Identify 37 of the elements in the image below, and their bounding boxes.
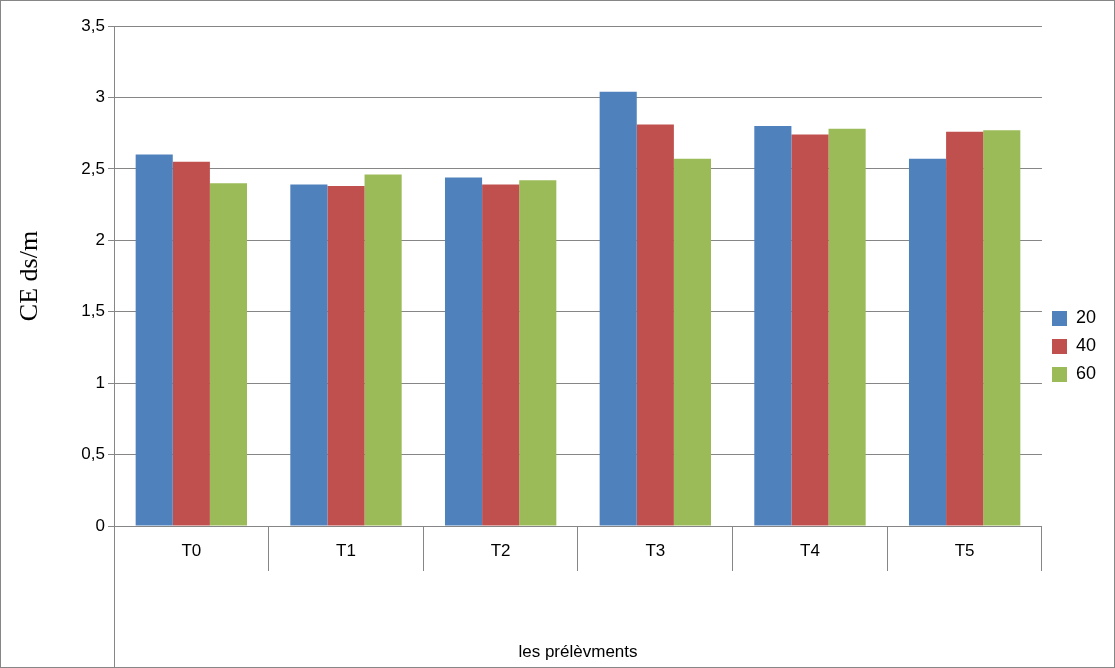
- y-tick-label: 3,5: [81, 15, 105, 35]
- bar: [444, 177, 483, 526]
- legend-label: 60: [1075, 363, 1097, 384]
- bar: [290, 184, 328, 526]
- y-tick-label: 1,5: [81, 301, 105, 321]
- bar: [673, 158, 711, 526]
- y-tick-label: 1: [95, 372, 105, 392]
- bar: [828, 128, 866, 526]
- bar: [172, 161, 210, 526]
- y-tick-label: 0: [95, 515, 105, 535]
- bar: [135, 154, 173, 526]
- bar: [599, 91, 637, 526]
- x-tick-label: T4: [800, 540, 820, 560]
- bar: [754, 126, 792, 526]
- bar: [791, 134, 829, 526]
- bar: [908, 158, 947, 526]
- x-tick-label: T5: [954, 540, 975, 560]
- y-tick-label: 3: [95, 87, 105, 107]
- bar: [636, 124, 674, 526]
- bar: [364, 174, 402, 526]
- y-tick-label: 2: [95, 229, 105, 249]
- y-tick-label: 0,5: [81, 444, 105, 464]
- bar: [946, 131, 984, 526]
- bar: [482, 184, 520, 526]
- y-tick-label: 2,5: [81, 158, 105, 178]
- bar: [983, 130, 1021, 526]
- x-axis-title: les prélèvments: [518, 642, 638, 662]
- bar: [327, 186, 365, 526]
- y-axis-title: CE ds/m: [14, 230, 44, 322]
- bar: [209, 183, 248, 526]
- x-tick-label: T1: [336, 540, 356, 560]
- bar: [519, 180, 557, 526]
- x-tick-label: T0: [181, 540, 202, 560]
- legend-label: 40: [1075, 335, 1097, 356]
- legend-label: 20: [1075, 307, 1097, 328]
- x-tick-label: T3: [645, 540, 666, 560]
- x-tick-label: T2: [490, 540, 511, 560]
